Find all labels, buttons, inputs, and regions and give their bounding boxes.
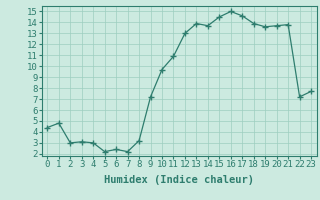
X-axis label: Humidex (Indice chaleur): Humidex (Indice chaleur) <box>104 175 254 185</box>
